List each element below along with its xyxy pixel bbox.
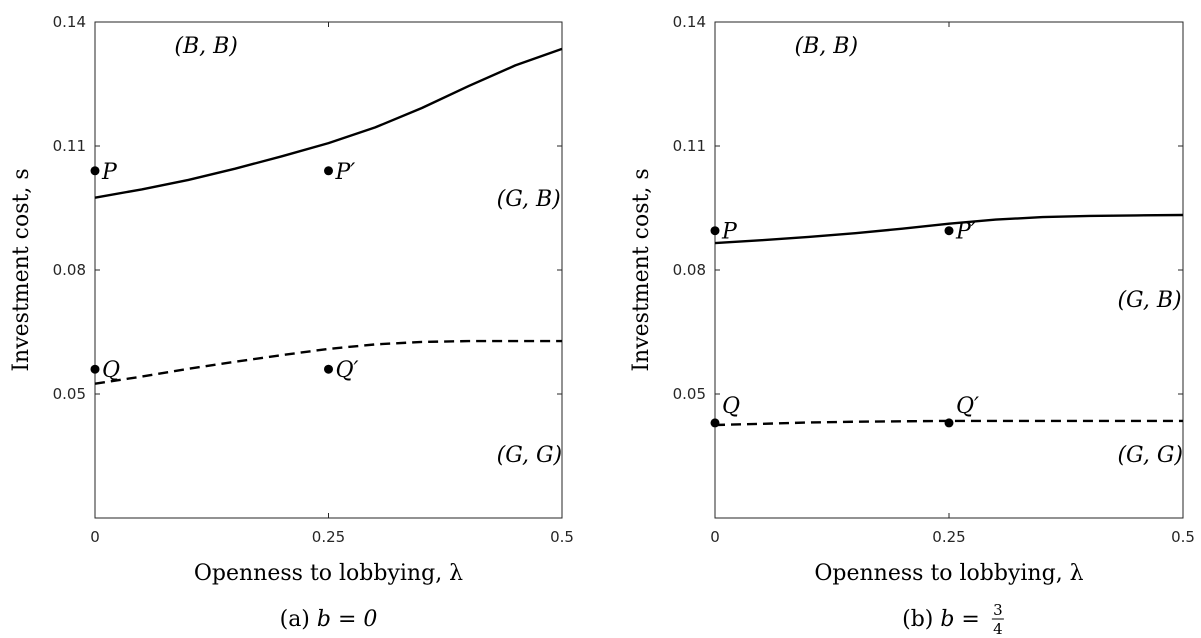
chart-panel-a: 0 0.25 0.5 0.05 0.08 0.11 0.14 P P′ Q Q′ (B, B) (G, … (9, 13, 574, 632)
chart-panel-b: 0 0.25 0.5 0.05 0.08 0.11 0.14 P P′ Q Q′ (B, B) (G, … (629, 13, 1195, 638)
point-label: Q′ (336, 358, 359, 383)
region-label: (G, G) (497, 443, 563, 468)
region-label: (B, B) (174, 34, 238, 59)
series-line-solid (95, 49, 562, 198)
point-label: P (721, 220, 738, 245)
point-label: Q (102, 358, 120, 383)
caption-fraction: 34 (992, 601, 1004, 638)
region-label: (B, B) (795, 34, 859, 59)
point-marker (91, 365, 100, 374)
region-label: (G, B) (497, 187, 561, 212)
x-tick-label: 0.25 (312, 528, 345, 546)
y-tick-label: 0.05 (673, 385, 706, 403)
point-marker (324, 365, 333, 374)
point-label: P′ (955, 220, 976, 245)
point-label: P′ (335, 160, 356, 185)
region-label: (G, B) (1117, 288, 1181, 313)
point-marker (945, 418, 954, 427)
point-label: P (101, 160, 118, 185)
y-tick-label: 0.14 (53, 13, 86, 31)
y-tick-label: 0.14 (673, 13, 706, 31)
plot-frame (715, 22, 1183, 518)
series-line-dashed (95, 341, 562, 384)
y-tick-label: 0.08 (53, 261, 86, 279)
subfigure-caption: (b) b = (902, 607, 980, 632)
y-tick-label: 0.11 (53, 137, 86, 155)
point-label: Q′ (956, 394, 979, 419)
region-label: (G, G) (1117, 443, 1183, 468)
x-tick-label: 0.5 (550, 528, 574, 546)
fraction-denominator: 4 (993, 620, 1003, 638)
x-tick-label: 0 (90, 528, 100, 546)
x-axis-label: Openness to lobbying, λ (814, 561, 1083, 586)
x-tick-label: 0.5 (1171, 528, 1195, 546)
point-marker (711, 418, 720, 427)
x-axis-label: Openness to lobbying, λ (194, 561, 463, 586)
point-marker (945, 226, 954, 235)
point-marker (324, 166, 333, 175)
y-tick-label: 0.05 (53, 385, 86, 403)
point-label: Q (722, 394, 740, 419)
point-marker (91, 166, 100, 175)
y-tick-label: 0.08 (673, 261, 706, 279)
subfigure-caption: (a) b = 0 (280, 607, 378, 632)
y-axis-label: Investment cost, s (9, 168, 34, 371)
point-marker (711, 226, 720, 235)
x-tick-label: 0.25 (932, 528, 965, 546)
y-tick-label: 0.11 (673, 137, 706, 155)
fraction-numerator: 3 (993, 601, 1003, 619)
y-axis-label: Investment cost, s (629, 168, 654, 371)
x-tick-label: 0 (710, 528, 720, 546)
plot-frame (95, 22, 562, 518)
